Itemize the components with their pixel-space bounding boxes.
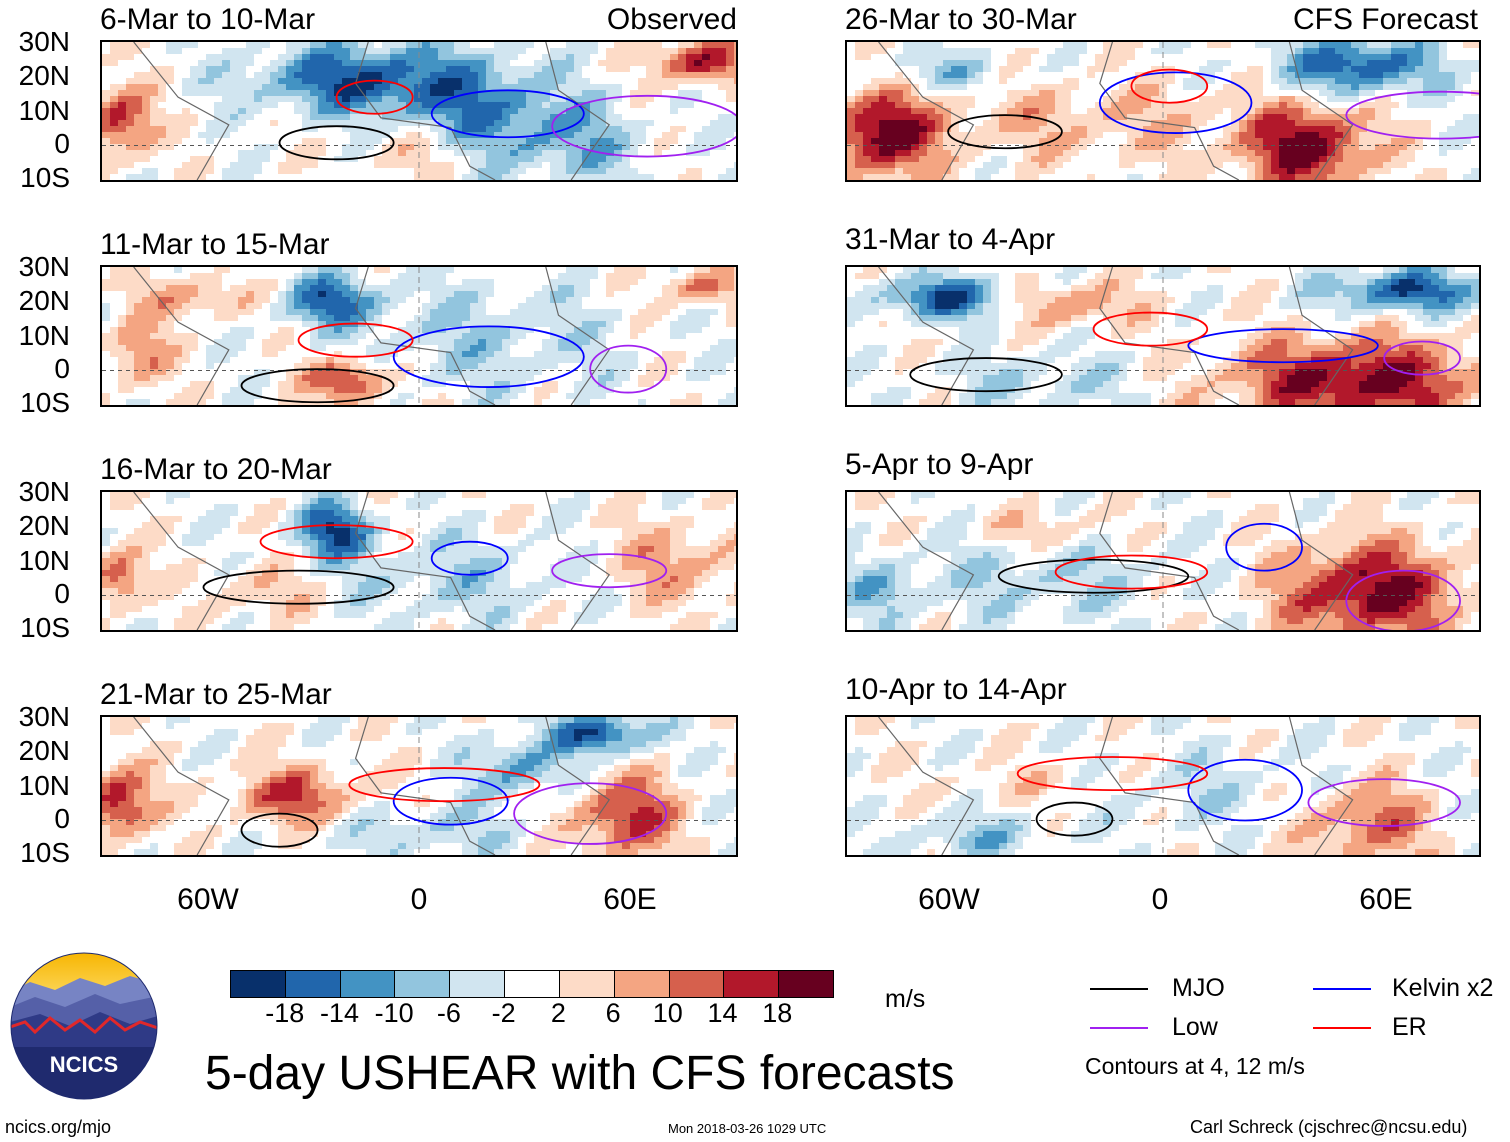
x-tick-left-0: 0 bbox=[410, 883, 428, 916]
colorbar-cell-1 bbox=[285, 971, 341, 997]
colorbar-cell-0 bbox=[231, 971, 286, 997]
x-tick-left-60e: 60E bbox=[603, 883, 657, 916]
contour-note: Contours at 4, 12 m/s bbox=[1085, 1053, 1305, 1079]
x-tick-left-60w: 60W bbox=[177, 883, 239, 916]
colorbar-cell-5 bbox=[505, 971, 560, 997]
colorbar bbox=[230, 970, 834, 998]
panel-title-1: 6-Mar to 10-Mar bbox=[100, 3, 316, 36]
y-tick-panel-1-1: 20N bbox=[18, 60, 70, 91]
map-panel-8 bbox=[845, 715, 1481, 857]
map-panel-4 bbox=[100, 715, 738, 857]
legend-low-line bbox=[1090, 1027, 1148, 1029]
colorbar-label-0: -18 bbox=[265, 998, 305, 1028]
colorbar-cell-10 bbox=[779, 971, 833, 997]
colorbar-cell-4 bbox=[450, 971, 506, 997]
colorbar-label-7: 10 bbox=[652, 998, 683, 1028]
colorbar-cell-8 bbox=[669, 971, 725, 997]
forecast-column-tag: CFS Forecast bbox=[1292, 3, 1478, 36]
y-tick-panel-3-1: 20N bbox=[18, 510, 70, 541]
panel-title-2: 11-Mar to 15-Mar bbox=[100, 228, 330, 261]
x-tick-right-60e: 60E bbox=[1359, 883, 1413, 916]
x-tick-right-60w: 60W bbox=[918, 883, 980, 916]
y-tick-panel-1-4: 10S bbox=[20, 162, 70, 193]
panel-title-3: 16-Mar to 20-Mar bbox=[100, 453, 332, 486]
legend-er-line bbox=[1313, 1027, 1371, 1029]
map-panel-7 bbox=[845, 490, 1481, 632]
main-title: 5-day USHEAR with CFS forecasts bbox=[205, 1047, 955, 1100]
y-tick-panel-4-2: 10N bbox=[18, 770, 70, 801]
footer-url: ncics.org/mjo bbox=[5, 1117, 112, 1137]
footer-credit: Carl Schreck (cjschrec@ncsu.edu) bbox=[1190, 1117, 1468, 1137]
colorbar-label-6: 6 bbox=[605, 998, 621, 1028]
y-tick-panel-3-3: 0 bbox=[54, 578, 70, 609]
y-tick-panel-4-1: 20N bbox=[18, 735, 70, 766]
legend-low-label: Low bbox=[1172, 1013, 1218, 1041]
logo-text: NCICS bbox=[49, 1052, 119, 1077]
colorbar-label-5: 2 bbox=[550, 998, 566, 1028]
y-tick-panel-2-2: 10N bbox=[18, 320, 70, 351]
y-tick-panel-1-2: 10N bbox=[18, 95, 70, 126]
panel-title-5: 26-Mar to 30-Mar bbox=[845, 3, 1077, 36]
map-panel-1 bbox=[100, 40, 738, 182]
colorbar-label-9: 18 bbox=[762, 998, 793, 1028]
panel-title-7: 5-Apr to 9-Apr bbox=[845, 448, 1034, 481]
ncics-logo: NCICS bbox=[10, 952, 158, 1100]
panel-title-6: 31-Mar to 4-Apr bbox=[845, 223, 1056, 256]
y-tick-panel-1-3: 0 bbox=[54, 128, 70, 159]
y-tick-panel-2-1: 20N bbox=[18, 285, 70, 316]
colorbar-cell-6 bbox=[559, 971, 615, 997]
colorbar-label-2: -10 bbox=[374, 998, 414, 1028]
legend-mjo-line bbox=[1090, 988, 1148, 990]
colorbar-cell-2 bbox=[340, 971, 396, 997]
legend-mjo-label: MJO bbox=[1172, 974, 1225, 1002]
y-tick-panel-3-4: 10S bbox=[20, 612, 70, 643]
unit-label: m/s bbox=[885, 985, 926, 1013]
legend-er-label: ER bbox=[1392, 1013, 1427, 1041]
y-tick-panel-2-3: 0 bbox=[54, 353, 70, 384]
colorbar-label-8: 14 bbox=[707, 998, 738, 1028]
map-panel-5 bbox=[845, 40, 1481, 182]
y-tick-panel-4-4: 10S bbox=[20, 837, 70, 868]
y-tick-panel-4-3: 0 bbox=[54, 803, 70, 834]
y-tick-panel-2-0: 30N bbox=[18, 251, 70, 282]
map-panel-3 bbox=[100, 490, 738, 632]
legend-kelvin-line bbox=[1313, 988, 1371, 990]
colorbar-label-1: -14 bbox=[319, 998, 359, 1028]
legend-kelvin-label: Kelvin x2 bbox=[1392, 974, 1494, 1002]
colorbar-cell-9 bbox=[724, 971, 780, 997]
colorbar-cell-7 bbox=[614, 971, 670, 997]
observed-column-tag: Observed bbox=[606, 3, 737, 36]
panel-title-8: 10-Apr to 14-Apr bbox=[845, 673, 1067, 706]
footer-timestamp: Mon 2018-03-26 1029 UTC bbox=[668, 1121, 827, 1136]
y-tick-panel-2-4: 10S bbox=[20, 387, 70, 418]
colorbar-label-4: -2 bbox=[491, 998, 516, 1028]
x-tick-right-0: 0 bbox=[1151, 883, 1169, 916]
panel-title-4: 21-Mar to 25-Mar bbox=[100, 678, 332, 711]
map-panel-6 bbox=[845, 265, 1481, 407]
y-tick-panel-3-2: 10N bbox=[18, 545, 70, 576]
colorbar-label-3: -6 bbox=[436, 998, 461, 1028]
colorbar-cell-3 bbox=[395, 971, 451, 997]
y-tick-panel-1-0: 30N bbox=[18, 26, 70, 57]
y-tick-panel-4-0: 30N bbox=[18, 701, 70, 732]
map-panel-2 bbox=[100, 265, 738, 407]
y-tick-panel-3-0: 30N bbox=[18, 476, 70, 507]
